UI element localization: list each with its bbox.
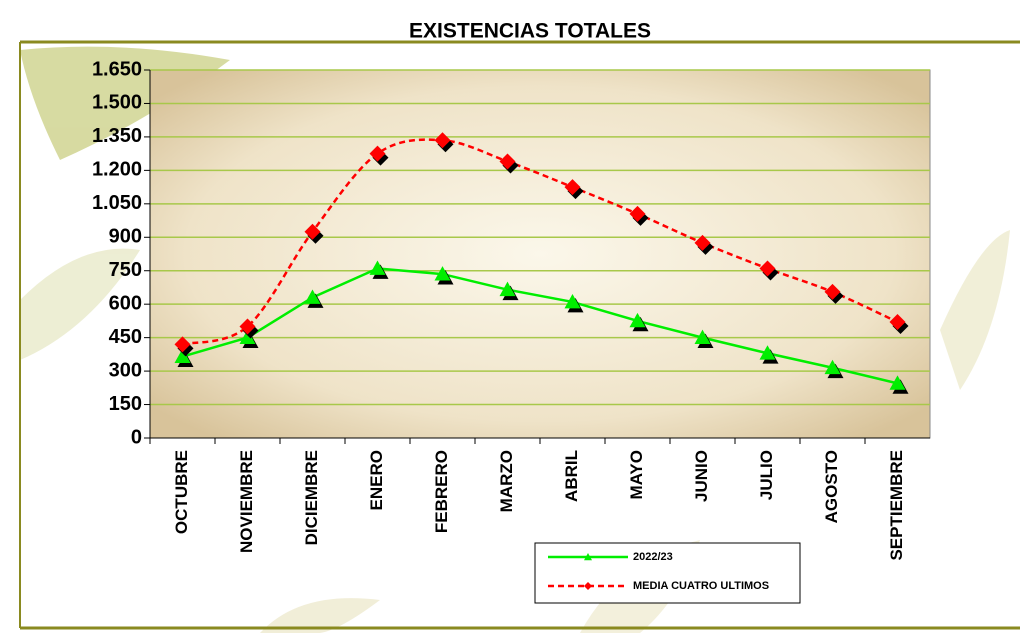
marker xyxy=(174,348,191,363)
marker xyxy=(629,312,646,328)
y-tick-label: 150 xyxy=(109,393,142,415)
marker xyxy=(369,260,386,275)
marker xyxy=(174,336,191,353)
x-tick-label: FEBRERO xyxy=(432,450,451,533)
marker xyxy=(499,281,516,297)
y-tick-label: 900 xyxy=(109,226,142,248)
marker xyxy=(304,289,321,304)
grid xyxy=(150,69,930,406)
x-tick-label: ENERO xyxy=(367,450,386,510)
marker xyxy=(434,132,451,149)
x-tick-label: SEPTIEMBRE xyxy=(887,450,906,561)
marker xyxy=(629,205,646,222)
y-tick-label: 1.350 xyxy=(92,125,142,147)
x-tick-label: MARZO xyxy=(497,450,516,512)
series-line xyxy=(182,267,898,385)
x-tick-label: ABRIL xyxy=(562,450,581,502)
marker xyxy=(824,283,841,300)
marker xyxy=(694,329,711,345)
y-tick-label: 1.200 xyxy=(92,159,142,181)
x-tick-label: MAYO xyxy=(627,450,646,499)
chart-title: EXISTENCIAS TOTALES xyxy=(409,20,651,43)
marker xyxy=(304,223,321,240)
marker xyxy=(889,375,906,390)
x-tick-label: JUNIO xyxy=(692,450,711,502)
legend: 2022/23 MEDIA CUATRO ULTIMOS xyxy=(534,542,801,604)
y-tick-label: 1.650 xyxy=(92,58,142,80)
x-tick-label: OCTUBRE xyxy=(172,450,191,534)
marker xyxy=(759,260,776,277)
x-tick-label: JULIO xyxy=(757,450,776,500)
y-tick-label: 300 xyxy=(109,359,142,381)
marker xyxy=(239,318,256,335)
marker xyxy=(434,266,451,281)
marker xyxy=(564,293,581,309)
marker xyxy=(564,179,581,196)
marker xyxy=(694,234,711,251)
x-tick-label: DICIEMBRE xyxy=(302,450,321,545)
legend-label: 2022/23 xyxy=(633,551,673,563)
x-tick-label: AGOSTO xyxy=(822,450,841,523)
y-tick-label: 0 xyxy=(131,426,142,448)
marker xyxy=(889,314,906,331)
marker xyxy=(759,345,776,360)
legend-marker xyxy=(584,582,592,590)
legend-marker xyxy=(584,553,592,561)
legend-box xyxy=(534,542,801,604)
marker xyxy=(369,145,386,162)
marker xyxy=(499,153,516,170)
marker xyxy=(824,359,841,375)
legend-label: MEDIA CUATRO ULTIMOS xyxy=(633,580,769,592)
y-tick-label: 1.050 xyxy=(92,192,142,214)
y-tick-label: 600 xyxy=(109,292,142,314)
y-tick-label: 750 xyxy=(109,259,142,281)
y-tick-label: 1.500 xyxy=(92,92,142,114)
x-tick-label: NOVIEMBRE xyxy=(237,450,256,553)
plot-area xyxy=(149,69,931,439)
y-tick-label: 450 xyxy=(109,326,142,348)
marker xyxy=(239,329,256,345)
